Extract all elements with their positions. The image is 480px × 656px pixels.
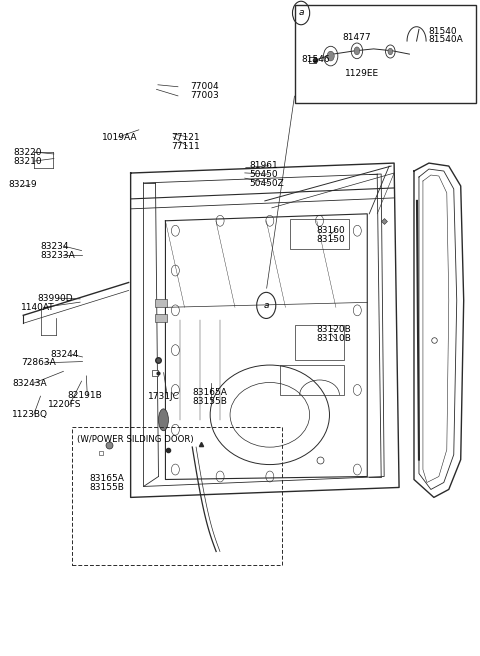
Text: 83244: 83244: [50, 350, 78, 359]
Text: (W/POWER SILDING DOOR): (W/POWER SILDING DOOR): [77, 436, 193, 444]
Bar: [72, 428, 282, 565]
Circle shape: [388, 49, 393, 54]
Text: 1220FS: 1220FS: [48, 400, 82, 409]
Text: 82191B: 82191B: [67, 391, 102, 400]
Text: 50450Z: 50450Z: [250, 179, 284, 188]
Bar: [156, 314, 168, 322]
Text: 1140AT: 1140AT: [22, 303, 55, 312]
Bar: [295, 5, 476, 103]
Circle shape: [327, 51, 334, 61]
Text: 1019AA: 1019AA: [102, 133, 137, 142]
Text: 77003: 77003: [190, 91, 219, 100]
Text: 83155B: 83155B: [90, 483, 124, 492]
Bar: [295, 325, 344, 360]
Text: 83243A: 83243A: [12, 379, 47, 388]
Circle shape: [354, 47, 360, 54]
Text: 77111: 77111: [171, 142, 200, 151]
Text: 81540: 81540: [429, 27, 457, 36]
Text: 77121: 77121: [171, 133, 199, 142]
Text: 81961: 81961: [250, 161, 278, 170]
Text: 81477: 81477: [343, 33, 371, 42]
Text: 83233A: 83233A: [40, 251, 75, 260]
Text: 83220: 83220: [13, 148, 42, 157]
Text: 83165A: 83165A: [90, 474, 124, 483]
Text: 83990D: 83990D: [37, 294, 73, 302]
Text: 1123BQ: 1123BQ: [12, 410, 48, 419]
Text: 77004: 77004: [190, 82, 218, 91]
Text: 83155B: 83155B: [192, 397, 227, 406]
Text: 83110B: 83110B: [316, 334, 351, 343]
Text: 83160: 83160: [316, 226, 345, 235]
Text: a: a: [299, 9, 304, 18]
Text: 83120B: 83120B: [316, 325, 351, 334]
Text: 83234: 83234: [40, 241, 69, 251]
Text: 83165A: 83165A: [192, 388, 227, 397]
Text: 83210: 83210: [13, 157, 42, 166]
Text: 1731JC: 1731JC: [148, 392, 180, 401]
Text: 72863A: 72863A: [22, 358, 56, 367]
Text: 81546: 81546: [301, 55, 330, 64]
Text: 50450: 50450: [250, 170, 278, 178]
Bar: [156, 299, 168, 308]
Bar: [309, 56, 316, 63]
Text: 83150: 83150: [316, 235, 345, 244]
Text: 1129EE: 1129EE: [345, 69, 379, 78]
Text: 83219: 83219: [9, 180, 37, 189]
Text: a: a: [264, 301, 269, 310]
Bar: [280, 365, 344, 395]
Ellipse shape: [158, 409, 168, 431]
Text: 81540A: 81540A: [429, 35, 463, 44]
